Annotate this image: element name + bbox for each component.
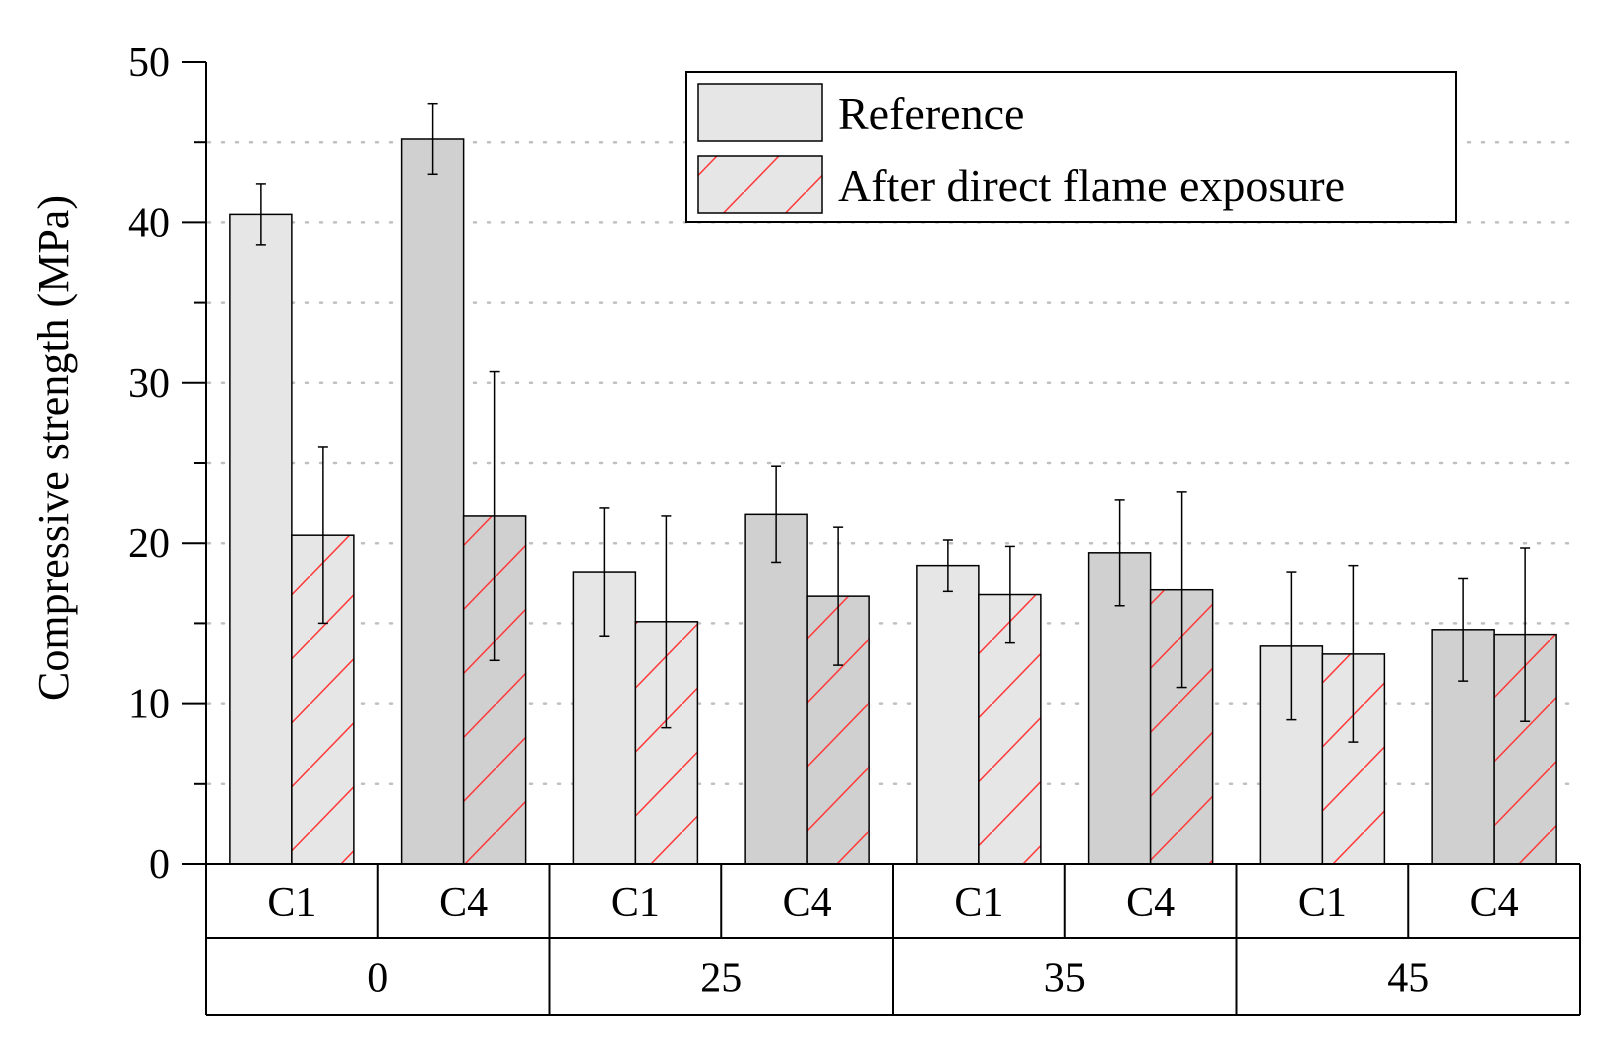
x-tick-label-C4: C4 [439, 880, 488, 926]
group-label: 25 [700, 956, 742, 1002]
x-tick-label-C4: C4 [783, 880, 832, 926]
bar-reference-0-C1 [229, 213, 293, 865]
y-tick-label: 50 [128, 40, 170, 86]
legend-label-reference: Reference [838, 88, 1024, 139]
legend-swatch-after [697, 155, 823, 214]
x-tick-label-C1: C1 [1298, 880, 1347, 926]
bar-reference-0-C4 [400, 138, 465, 865]
y-tick-label: 10 [128, 682, 170, 728]
bars [229, 138, 1557, 865]
y-tick-label: 0 [149, 842, 170, 888]
bar-reference-25-C4 [744, 513, 808, 865]
bar-reference-35-C1 [916, 564, 980, 865]
x-tick-label-C4: C4 [1126, 880, 1175, 926]
group-label: 35 [1044, 956, 1086, 1002]
error-bars [255, 102, 1531, 743]
y-tick-label: 30 [128, 361, 170, 407]
x-tick-label-C4: C4 [1470, 880, 1519, 926]
category-table: C1 C4 0 C1 C4 25 C1 C4 35 C1 C4 45 [205, 863, 1581, 1016]
legend-label-after: After direct flame exposure [838, 160, 1345, 211]
y-tick-label: 40 [128, 200, 170, 246]
y-axis: 0 10 20 30 40 50 [128, 40, 207, 888]
x-tick-label-C1: C1 [267, 880, 316, 926]
group-label: 45 [1387, 956, 1429, 1002]
legend-swatch-reference [697, 83, 823, 142]
x-tick-label-C1: C1 [611, 880, 660, 926]
legend: Reference After direct flame exposure [685, 71, 1457, 223]
y-axis-title: Compressive strength (MPa) [29, 195, 78, 701]
y-tick-label: 20 [128, 521, 170, 567]
group-label: 0 [367, 956, 388, 1002]
x-tick-label-C1: C1 [954, 880, 1003, 926]
